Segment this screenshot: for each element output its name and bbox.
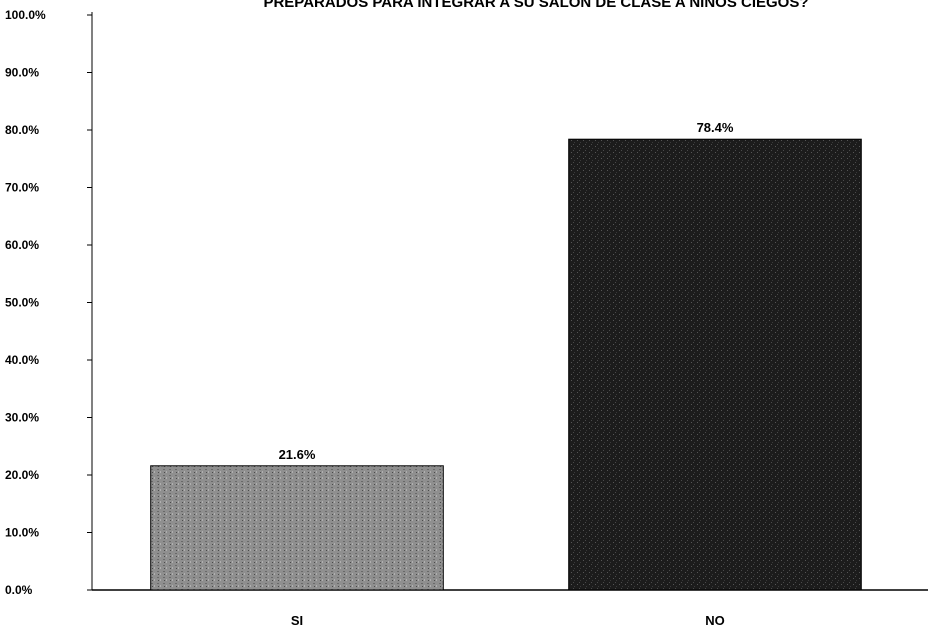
bar-si: [150, 465, 444, 591]
bars-group: 21.6% 78.4%: [150, 120, 862, 591]
y-tick-label: 20.0%: [5, 468, 39, 482]
chart-title: PREPARADOS PARA INTEGRAR A SU SALON DE C…: [263, 0, 808, 11]
y-axis-ticks: 0.0% 10.0% 20.0% 30.0% 40.0% 50.0% 60.0% 70.0% 8…: [5, 8, 92, 597]
x-category-label-si: SI: [291, 613, 303, 628]
y-tick-label: 90.0%: [5, 66, 39, 80]
y-tick-label: 30.0%: [5, 411, 39, 425]
y-tick-label: 70.0%: [5, 181, 39, 195]
y-tick-label: 60.0%: [5, 238, 39, 252]
bar-no: [568, 138, 862, 591]
x-category-label-no: NO: [705, 613, 725, 628]
y-tick-label: 100.0%: [5, 8, 46, 22]
data-label-si: 21.6%: [279, 447, 316, 462]
data-label-no: 78.4%: [697, 120, 734, 135]
y-tick-label: 0.0%: [5, 583, 33, 597]
y-tick-label: 50.0%: [5, 296, 39, 310]
y-tick-label: 40.0%: [5, 353, 39, 367]
y-tick-label: 10.0%: [5, 526, 39, 540]
x-axis-labels: SI NO: [291, 613, 725, 628]
y-tick-label: 80.0%: [5, 123, 39, 137]
